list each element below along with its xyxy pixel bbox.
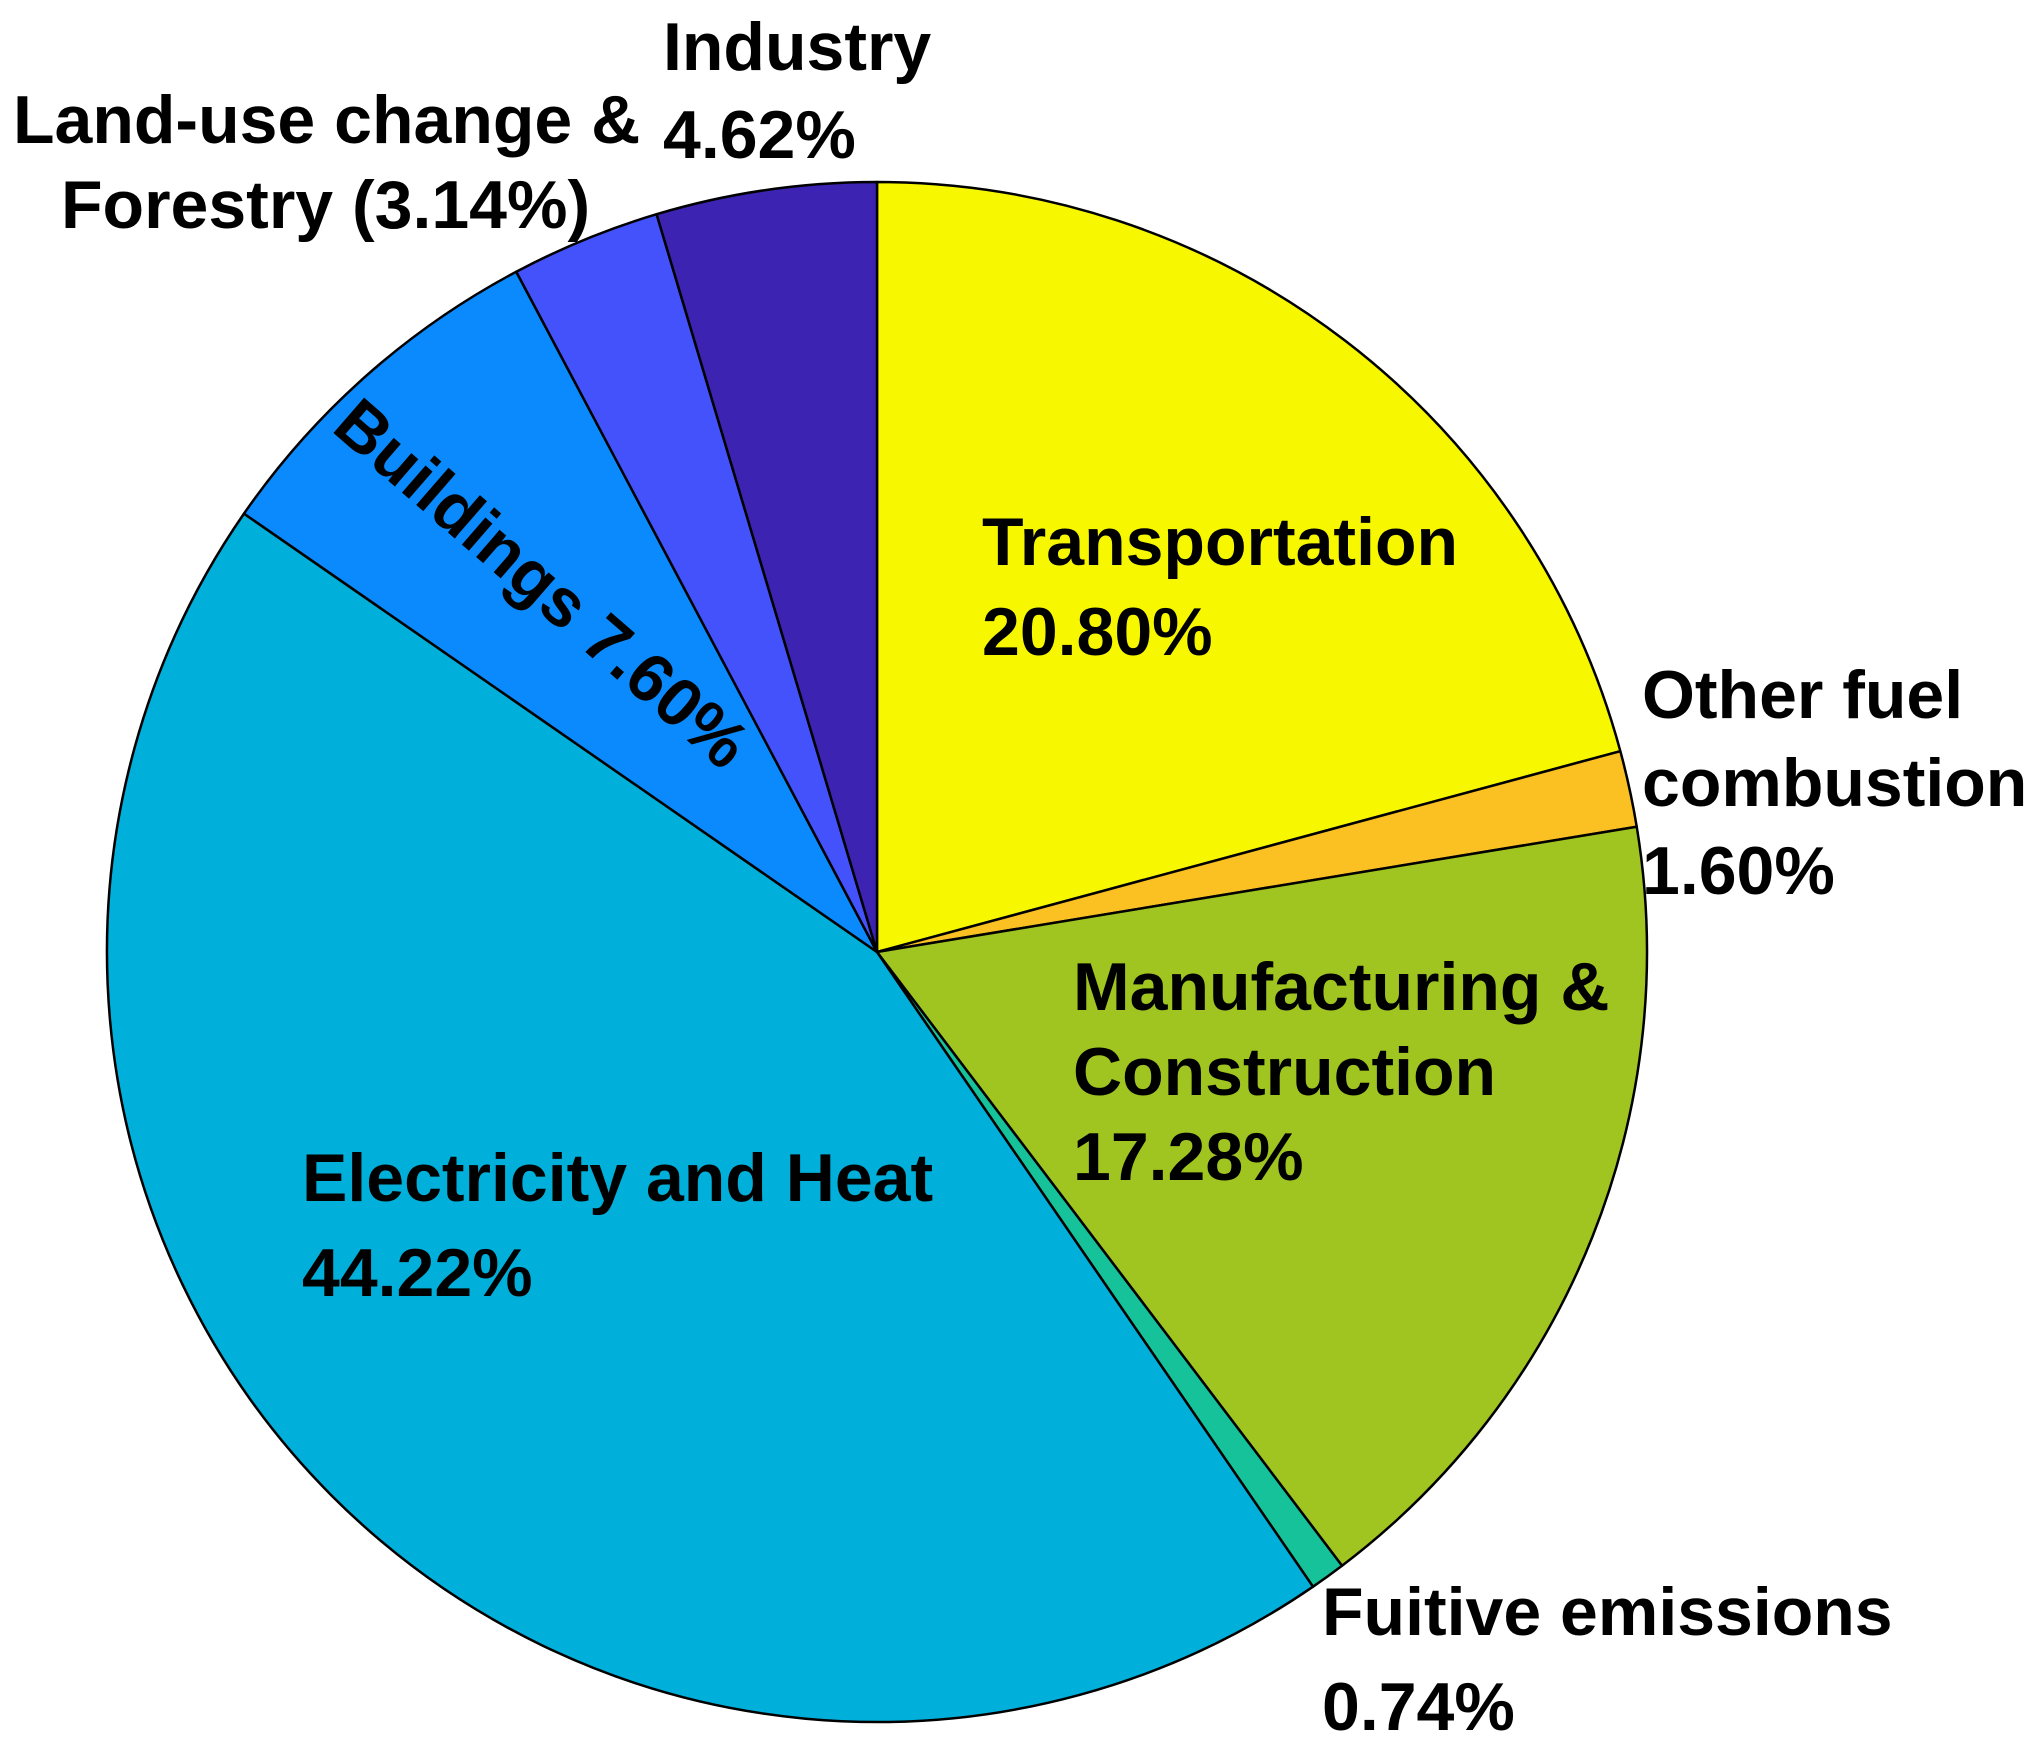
slice-label-line: Other fuel bbox=[1642, 657, 1963, 733]
slice-label-line: 0.74% bbox=[1322, 1669, 1515, 1745]
slice-label-industry: Industry 4.62% bbox=[663, 9, 931, 173]
slice-label-line: Transportation bbox=[982, 504, 1458, 580]
slice-label-line: combustion bbox=[1642, 745, 2025, 821]
slice-label-line: Industry bbox=[663, 9, 931, 85]
slice-label-line: Land-use change & bbox=[13, 82, 640, 158]
slice-label-line: 17.28% bbox=[1073, 1119, 1304, 1195]
slice-label-electricity-and-heat: Electricity and Heat 44.22% bbox=[302, 1140, 933, 1311]
slice-label-line: 44.22% bbox=[302, 1235, 533, 1311]
slice-label-line: 20.80% bbox=[982, 594, 1213, 670]
pie-slice-transportation bbox=[875, 180, 1622, 954]
slice-label-line: 4.62% bbox=[663, 97, 856, 173]
pie-slices bbox=[105, 180, 1649, 1724]
pie-slice-buildings bbox=[242, 270, 879, 954]
slice-label-line: Forestry (3.14%) bbox=[61, 167, 590, 243]
pie-slice-industry bbox=[655, 180, 879, 954]
slice-label-line: Construction bbox=[1073, 1034, 1496, 1110]
slice-label-line: Manufacturing & bbox=[1073, 949, 1609, 1025]
slice-label-line: Fuitive emissions bbox=[1322, 1574, 1893, 1650]
slice-label-land-use-change-forestry: Land-use change & Forestry (3.14%) bbox=[13, 82, 640, 243]
slice-label-line: Electricity and Heat bbox=[302, 1140, 933, 1216]
slice-label-transportation: Transportation 20.80% bbox=[982, 504, 1458, 670]
slice-label-other-fuel-combustion: Other fuel combustion 1.60% bbox=[1642, 657, 2025, 909]
slice-label-manufacturing-construction: Manufacturing & Construction 17.28% bbox=[1073, 949, 1609, 1195]
pie-slice-electricity-and-heat bbox=[105, 512, 1315, 1724]
slice-label-fuitive-emissions: Fuitive emissions 0.74% bbox=[1322, 1574, 1893, 1745]
pie-slice-manufacturing-construction bbox=[875, 825, 1649, 1567]
slice-label-line: 1.60% bbox=[1642, 833, 1835, 909]
